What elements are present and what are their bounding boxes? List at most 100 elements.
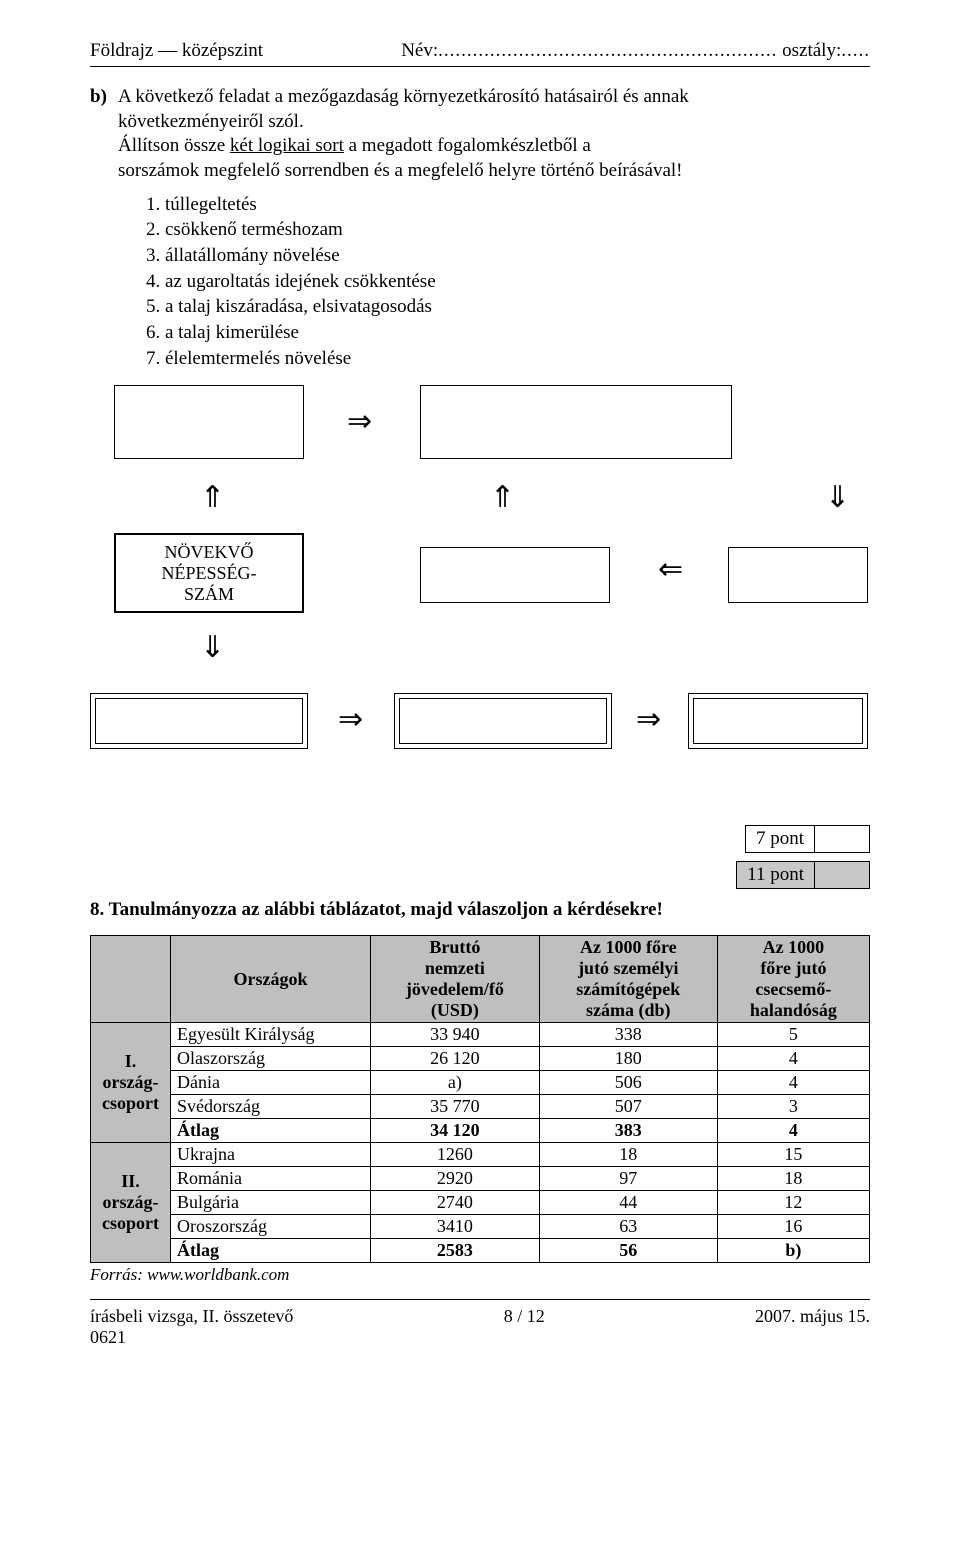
header-rule (90, 66, 870, 67)
cell: 18 (539, 1143, 717, 1167)
cell: 18 (717, 1167, 869, 1191)
cell-country: Ukrajna (171, 1143, 371, 1167)
table-row: Dánia a) 506 4 (91, 1071, 870, 1095)
arrow-right-icon: ⇒ (636, 705, 661, 735)
table-row: Bulgária 2740 44 12 (91, 1191, 870, 1215)
cell: 506 (539, 1071, 717, 1095)
header-right: Név:....................................… (401, 40, 870, 62)
cell: 507 (539, 1095, 717, 1119)
task-b-line3-ul: két logikai sort (230, 135, 344, 156)
points-value[interactable] (815, 861, 870, 889)
name-dots: ........................................… (438, 40, 777, 61)
class-dots: ..... (841, 40, 870, 61)
cell: 5 (717, 1023, 869, 1047)
cell: 2583 (371, 1239, 540, 1263)
class-label: osztály: (782, 40, 841, 61)
table-row-avg: Átlag 34 120 383 4 (91, 1119, 870, 1143)
cell: 63 (539, 1215, 717, 1239)
points-label: 7 pont (745, 825, 815, 853)
cell: 1260 (371, 1143, 540, 1167)
arrow-up-icon: ⇑ (200, 483, 225, 513)
page-footer: írásbeli vizsga, II. összetevő 8 / 12 20… (90, 1306, 870, 1327)
task-b: b) A következő feladat a mezőgazdaság kö… (90, 85, 870, 184)
diagram-box[interactable] (728, 547, 868, 603)
diagram-box[interactable] (394, 693, 612, 749)
cell: 2920 (371, 1167, 540, 1191)
arrow-right-icon: ⇒ (347, 407, 372, 437)
footer-left-1: írásbeli vizsga, II. összetevő (90, 1306, 293, 1326)
list-item: 5. a talaj kiszáradása, elsivatagosodás (146, 294, 870, 320)
points-box: 7 pont (745, 825, 870, 853)
cell: 3 (717, 1095, 869, 1119)
cell: 26 120 (371, 1047, 540, 1071)
cell-country: Átlag (171, 1239, 371, 1263)
th-countries: Országok (171, 936, 371, 1023)
points-11-row: 11 pont (90, 861, 870, 889)
cell: 338 (539, 1023, 717, 1047)
arrow-left-icon: ⇐ (658, 555, 683, 585)
cell: 33 940 (371, 1023, 540, 1047)
arrow-right-icon: ⇒ (338, 705, 363, 735)
footer-left-2: 0621 (90, 1327, 870, 1348)
data-table: Országok Bruttó nemzeti jövedelem/fő (US… (90, 935, 870, 1263)
list-item: 1. túllegeltetés (146, 192, 870, 218)
cell-country: Svédország (171, 1095, 371, 1119)
task-b-marker: b) (90, 85, 118, 184)
th-col1: Bruttó nemzeti jövedelem/fő (USD) (371, 936, 540, 1023)
diagram-box[interactable] (688, 693, 868, 749)
table-body: I. ország- csoport Egyesült Királyság 33… (91, 1023, 870, 1263)
cell-country: Átlag (171, 1119, 371, 1143)
arrow-up-icon: ⇑ (490, 483, 515, 513)
footer-rule (90, 1299, 870, 1300)
points-label: 11 pont (736, 861, 815, 889)
cell: b) (717, 1239, 869, 1263)
list-item: 3. állatállomány növelése (146, 243, 870, 269)
table-row-avg: Átlag 2583 56 b) (91, 1239, 870, 1263)
task-b-line3a: Állítson össze (118, 135, 230, 156)
task-b-line3b: a megadott fogalomkészletből a (344, 135, 591, 156)
points-value[interactable] (815, 825, 870, 853)
cell: 4 (717, 1047, 869, 1071)
diagram-box[interactable] (420, 385, 732, 459)
group-1-label: I. ország- csoport (91, 1023, 171, 1143)
cell: 2740 (371, 1191, 540, 1215)
name-label: Név: (401, 40, 438, 61)
table-row: Svédország 35 770 507 3 (91, 1095, 870, 1119)
list-item: 4. az ugaroltatás idejének csökkentése (146, 269, 870, 295)
cell: 180 (539, 1047, 717, 1071)
cell-country: Dánia (171, 1071, 371, 1095)
diagram-center-label: NÖVEKVŐ NÉPESSÉG- SZÁM (116, 542, 302, 604)
list-item: 2. csökkenő terméshozam (146, 217, 870, 243)
group-2-label: II. ország- csoport (91, 1143, 171, 1263)
arrow-down-icon: ⇓ (825, 483, 850, 513)
arrow-down-icon: ⇓ (200, 633, 225, 663)
footer-right: 2007. május 15. (755, 1306, 870, 1327)
th-col2: Az 1000 főre jutó személyi számítógépek … (539, 936, 717, 1023)
section-8-heading: 8. Tanulmányozza az alábbi táblázatot, m… (90, 899, 870, 921)
cell-country: Oroszország (171, 1215, 371, 1239)
cell-country: Bulgária (171, 1191, 371, 1215)
cell: 44 (539, 1191, 717, 1215)
diagram-center-box: NÖVEKVŐ NÉPESSÉG- SZÁM (114, 533, 304, 613)
task-b-line4: sorszámok megfelelő sorrendben és a megf… (118, 160, 683, 181)
cell: 383 (539, 1119, 717, 1143)
cell: 15 (717, 1143, 869, 1167)
diagram-box[interactable] (114, 385, 304, 459)
cell: 97 (539, 1167, 717, 1191)
cell: a) (371, 1071, 540, 1095)
cell: 35 770 (371, 1095, 540, 1119)
diagram-box[interactable] (420, 547, 610, 603)
cell: 16 (717, 1215, 869, 1239)
cell: 3410 (371, 1215, 540, 1239)
table-row: Románia 2920 97 18 (91, 1167, 870, 1191)
concept-list: 1. túllegeltetés 2. csökkenő terméshozam… (146, 192, 870, 371)
points-7-row: 7 pont (90, 825, 870, 853)
th-col3: Az 1000 főre jutó csecsemő- halandóság (717, 936, 869, 1023)
cell: 56 (539, 1239, 717, 1263)
task-b-body: A következő feladat a mezőgazdaság körny… (118, 85, 870, 184)
task-b-line1: A következő feladat a mezőgazdaság körny… (118, 86, 689, 107)
list-item: 6. a talaj kimerülése (146, 320, 870, 346)
table-row: I. ország- csoport Egyesült Királyság 33… (91, 1023, 870, 1047)
cell: 4 (717, 1071, 869, 1095)
diagram-box[interactable] (90, 693, 308, 749)
